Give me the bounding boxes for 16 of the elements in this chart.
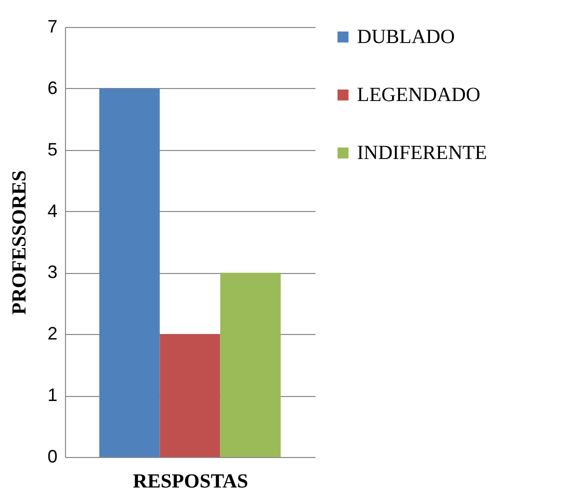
legend-label: INDIFERENTE [357,142,487,164]
bar [99,88,160,457]
y-tick-label: 0 [47,446,58,466]
y-tick-label: 3 [47,262,58,282]
x-axis-title: RESPOSTAS [132,470,248,492]
y-tick-label: 2 [47,324,58,344]
legend-label: DUBLADO [357,26,455,48]
bar [160,334,220,457]
bar [220,272,281,457]
y-axis-title: PROFESSORES [8,170,30,315]
legend-label: LEGENDADO [357,84,480,106]
y-tick-label: 6 [47,78,58,98]
y-tick-label: 1 [47,385,58,406]
y-tick-label: 5 [47,139,58,160]
y-tick-label: 7 [47,16,58,36]
y-tick-label: 4 [47,200,58,221]
